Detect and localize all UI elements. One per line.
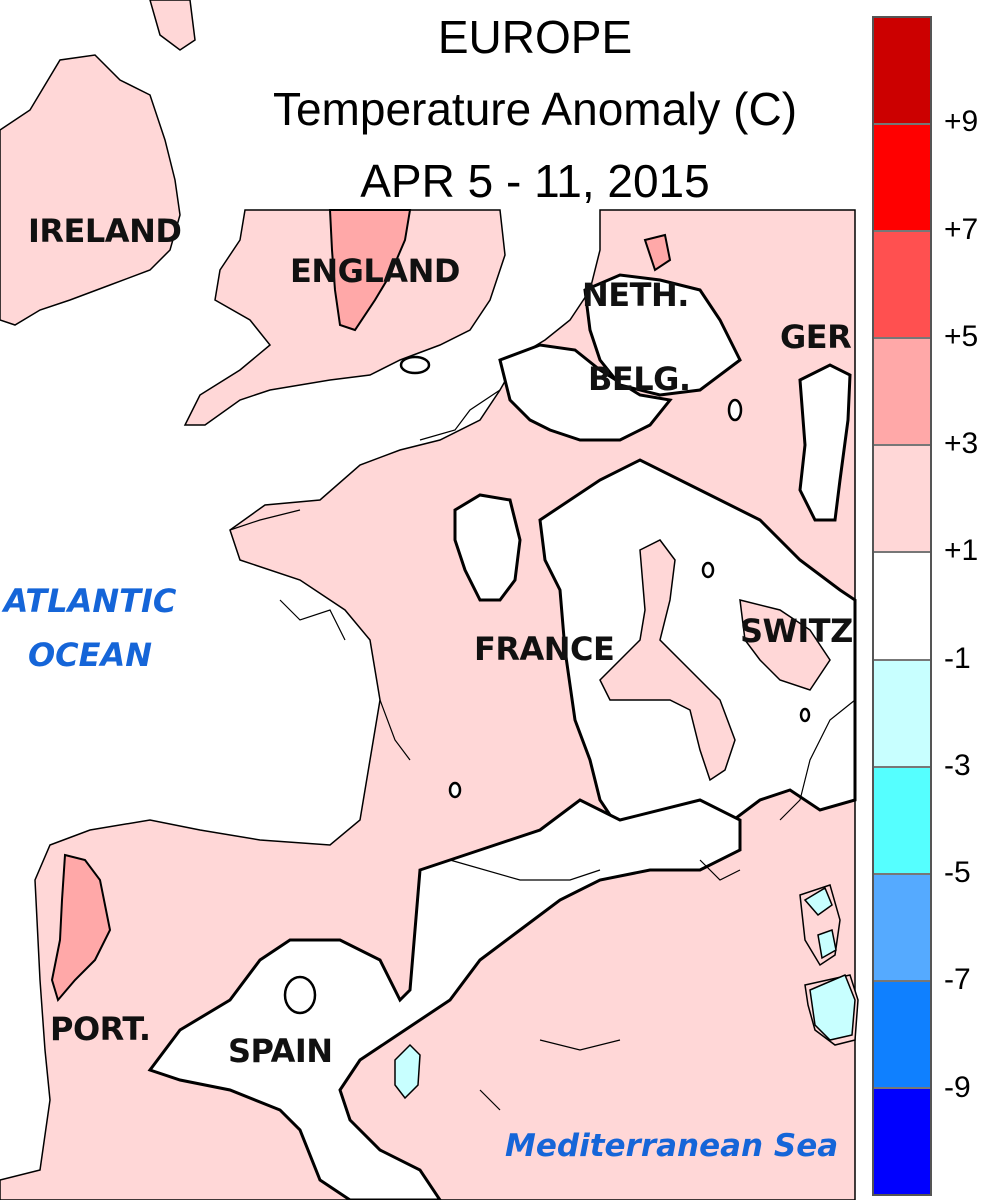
legend-tick-label: +3 <box>944 427 979 461</box>
corsica-cool-spot-2 <box>817 929 837 960</box>
land-anomaly-1-3-islands <box>599 539 831 782</box>
legend-swatch <box>874 767 930 875</box>
paris-basin-neutral <box>453 493 522 602</box>
label-france: FRANCE <box>474 630 615 668</box>
label-england: ENGLAND <box>290 252 460 290</box>
land-anomaly-3-5 <box>50 209 672 1003</box>
valencia-cool-spot <box>394 1043 421 1100</box>
map-subtitle: Temperature Anomaly (C) <box>272 83 798 135</box>
label-belg: BELG. <box>588 360 691 398</box>
legend-tick-label: -3 <box>944 748 971 782</box>
land-anomaly-neg-1-3 <box>394 886 856 1100</box>
central-europe-neutral <box>538 458 857 863</box>
legend-swatch <box>874 981 930 1089</box>
low-countries-neutral <box>583 273 742 397</box>
label-ireland: IRELAND <box>28 212 182 250</box>
legend-swatch <box>874 1088 930 1195</box>
label-mediterranean-sea: Mediterranean Sea <box>505 1128 839 1164</box>
color-scale-legend <box>872 16 932 1196</box>
legend-swatch <box>874 446 930 554</box>
scotland-fragment <box>149 0 196 51</box>
legend-tick-label: +5 <box>944 319 979 353</box>
legend-tick-label: +9 <box>944 105 979 139</box>
temperature-anomaly-map <box>0 0 859 1200</box>
legend-swatch <box>874 874 930 982</box>
corsica-cool-spot <box>803 886 833 917</box>
alps-warm-island <box>599 539 736 782</box>
netherlands-warm-core <box>643 233 672 272</box>
legend-swatch <box>874 232 930 340</box>
legend-tick-label: -9 <box>944 1070 971 1104</box>
map-date-range: APR 5 - 11, 2015 <box>360 155 710 207</box>
portugal-warm-core <box>50 853 112 1003</box>
label-spain: SPAIN <box>228 1032 333 1070</box>
label-port: PORT. <box>50 1010 151 1048</box>
label-switz: SWITZ <box>740 612 853 650</box>
legend-tick-label: +7 <box>944 212 979 246</box>
legend-swatch <box>874 18 930 126</box>
legend-tick-label: -5 <box>944 856 971 890</box>
southeast-france-neutral <box>147 798 742 1200</box>
label-neth: NETH. <box>582 276 689 314</box>
label-ocean: OCEAN <box>27 636 153 674</box>
map-title: EUROPE <box>437 11 633 63</box>
legend-swatch <box>874 125 930 233</box>
label-atlantic-ocean: ATLANTIC OCEAN <box>0 574 180 682</box>
north-france-neutral <box>498 343 673 442</box>
sardinia-cool-spot <box>809 974 856 1041</box>
legend-tick-label: -7 <box>944 963 971 997</box>
legend-tick-label: +1 <box>944 534 979 568</box>
legend-swatch <box>874 660 930 768</box>
legend-swatch <box>874 339 930 447</box>
england-warm-core <box>328 209 412 332</box>
land-anomaly-neutral <box>147 273 857 1200</box>
contour-blobs <box>283 355 811 1015</box>
coastline-detail <box>229 389 856 1111</box>
legend-swatch <box>874 553 930 661</box>
germany-neutral-loop <box>798 363 852 522</box>
label-atlantic: ATLANTIC <box>3 582 177 620</box>
legend-tick-label: -1 <box>944 641 971 675</box>
ireland-land <box>0 54 181 326</box>
label-ger: GER <box>780 318 852 356</box>
south-germany-warm-island <box>739 599 831 691</box>
